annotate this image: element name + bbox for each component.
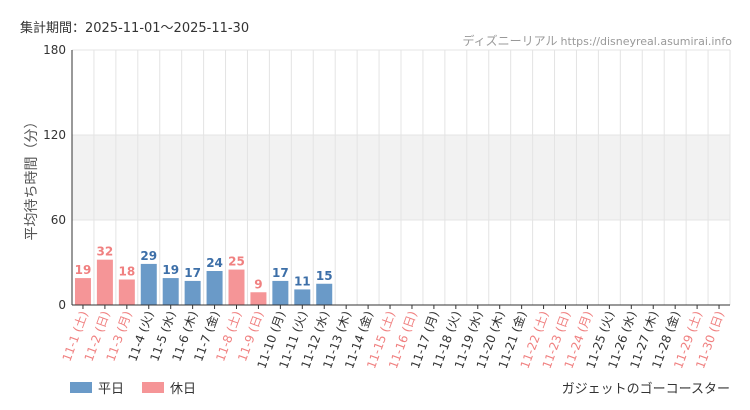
bar[interactable] — [118, 279, 135, 306]
y-tick-label: 60 — [51, 213, 66, 227]
bar-value-label: 18 — [118, 265, 135, 279]
source-name: ディズニーリアル — [462, 34, 558, 48]
bar-value-label: 15 — [316, 269, 333, 283]
axis-layer — [71, 50, 730, 309]
legend-item-holiday[interactable]: 休日 — [142, 378, 196, 397]
bar-value-label: 11 — [294, 274, 311, 288]
bar[interactable] — [250, 292, 267, 305]
bar-layer — [74, 259, 333, 306]
bar-value-label: 32 — [97, 245, 114, 259]
y-tick-label: 0 — [58, 298, 66, 312]
collection-period: 集計期間：2025-11-01～2025-11-30 — [20, 21, 250, 36]
bar[interactable] — [162, 278, 179, 305]
source-url[interactable]: https://disneyreal.asumirai.info — [560, 35, 732, 48]
bar[interactable] — [140, 263, 157, 305]
bar[interactable] — [206, 271, 223, 305]
bar[interactable] — [228, 269, 245, 305]
bar[interactable] — [96, 259, 113, 305]
bar-value-label: 9 — [254, 277, 262, 291]
source-credit[interactable]: ディズニーリアル https://disneyreal.asumirai.info — [463, 32, 733, 49]
legend-label-weekday: 平日 — [98, 382, 125, 397]
legend-label-holiday: 休日 — [170, 382, 197, 397]
y-axis-title: 平均待ち時間（分） — [24, 115, 40, 241]
bar[interactable] — [184, 280, 201, 305]
bar-value-label: 29 — [140, 249, 157, 263]
y-tick-label: 120 — [43, 128, 66, 142]
legend-swatch-holiday — [142, 382, 165, 393]
bar[interactable] — [74, 278, 91, 305]
bar[interactable] — [294, 289, 311, 305]
bar-value-label: 19 — [162, 263, 179, 277]
y-tick-label: 180 — [43, 43, 66, 57]
attraction-name: ガジェットのゴーコースター — [561, 382, 730, 397]
bar-value-label: 17 — [184, 266, 201, 280]
bar-value-label: 17 — [272, 266, 289, 280]
grid-layer — [71, 49, 731, 305]
bar-value-label: 19 — [75, 263, 92, 277]
bar-value-label: 25 — [228, 255, 245, 269]
legend-item-weekday[interactable]: 平日 — [70, 378, 124, 397]
legend: 平日 休日 — [70, 378, 214, 397]
bar[interactable] — [316, 283, 333, 305]
bar-value-label: 24 — [206, 256, 223, 270]
bar[interactable] — [272, 280, 289, 305]
legend-swatch-weekday — [70, 382, 92, 393]
